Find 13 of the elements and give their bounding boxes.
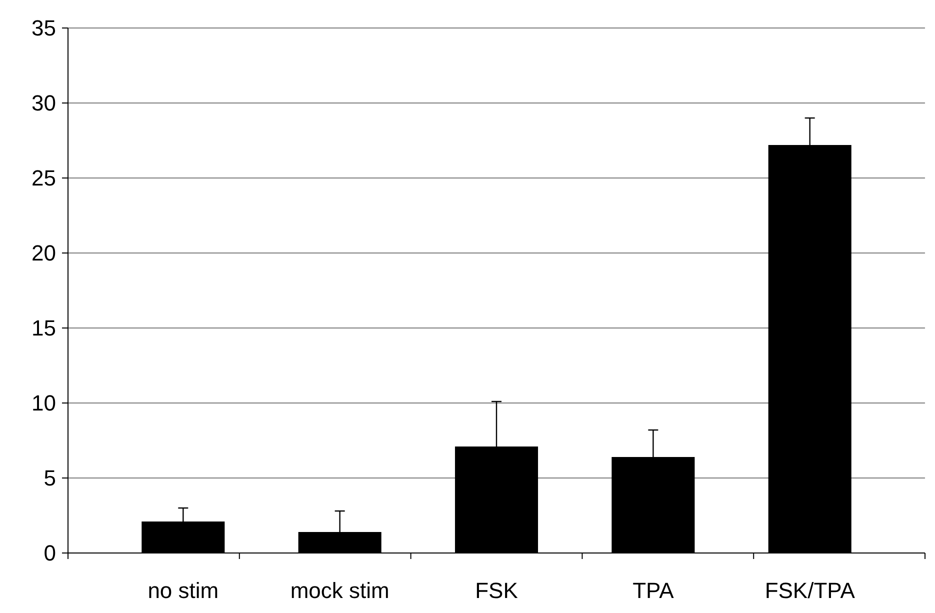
x-tick-label: FSK xyxy=(475,578,518,603)
y-tick-label: 20 xyxy=(32,240,56,266)
x-tick-label: FSK/TPA xyxy=(764,578,856,603)
y-tick-label: 15 xyxy=(32,316,56,341)
y-tick-label: 5 xyxy=(44,466,56,491)
y-tick-label: 30 xyxy=(32,90,56,116)
x-tick-label: TPA xyxy=(632,578,674,603)
x-tick-label: no stim xyxy=(148,578,219,603)
y-tick-label: 0 xyxy=(44,540,56,566)
x-tick-label: mock stim xyxy=(290,578,390,603)
y-tick-label: 10 xyxy=(32,390,56,416)
y-tick-label: 25 xyxy=(32,166,56,191)
y-tick-label: 35 xyxy=(32,16,56,41)
